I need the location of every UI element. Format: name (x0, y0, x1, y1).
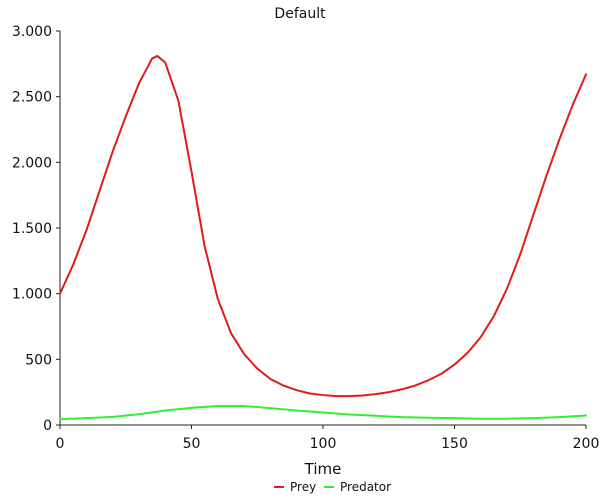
series-line-prey (59, 54, 587, 398)
legend-label-predator: Predator (340, 480, 391, 494)
y-tick-label: 500 (25, 352, 52, 368)
y-tick-label: 2.500 (12, 90, 52, 106)
y-tick-label: 0 (43, 418, 52, 434)
chart-title: Default (274, 6, 326, 22)
x-tick-label: 50 (183, 436, 201, 452)
ticks-layer: 0 500 1.000 1.500 2.000 2.500 3.000 0 50 100 150 20… (12, 24, 599, 452)
series-layer (59, 54, 587, 421)
series-line-predator (59, 404, 587, 421)
x-tick-label: 100 (310, 436, 337, 452)
x-tick-label: 150 (441, 436, 468, 452)
y-tick-label: 3.000 (12, 24, 52, 40)
y-tick-label: 1.500 (12, 221, 52, 237)
x-tick-label: 0 (56, 436, 65, 452)
x-axis-label: Time (304, 460, 342, 478)
axes-layer (59, 31, 586, 426)
y-tick-label: 1.000 (12, 287, 52, 303)
legend: Prey Predator (274, 480, 391, 494)
legend-label-prey: Prey (290, 480, 316, 494)
y-tick-label: 2.000 (12, 155, 52, 171)
x-tick-label: 200 (573, 436, 600, 452)
